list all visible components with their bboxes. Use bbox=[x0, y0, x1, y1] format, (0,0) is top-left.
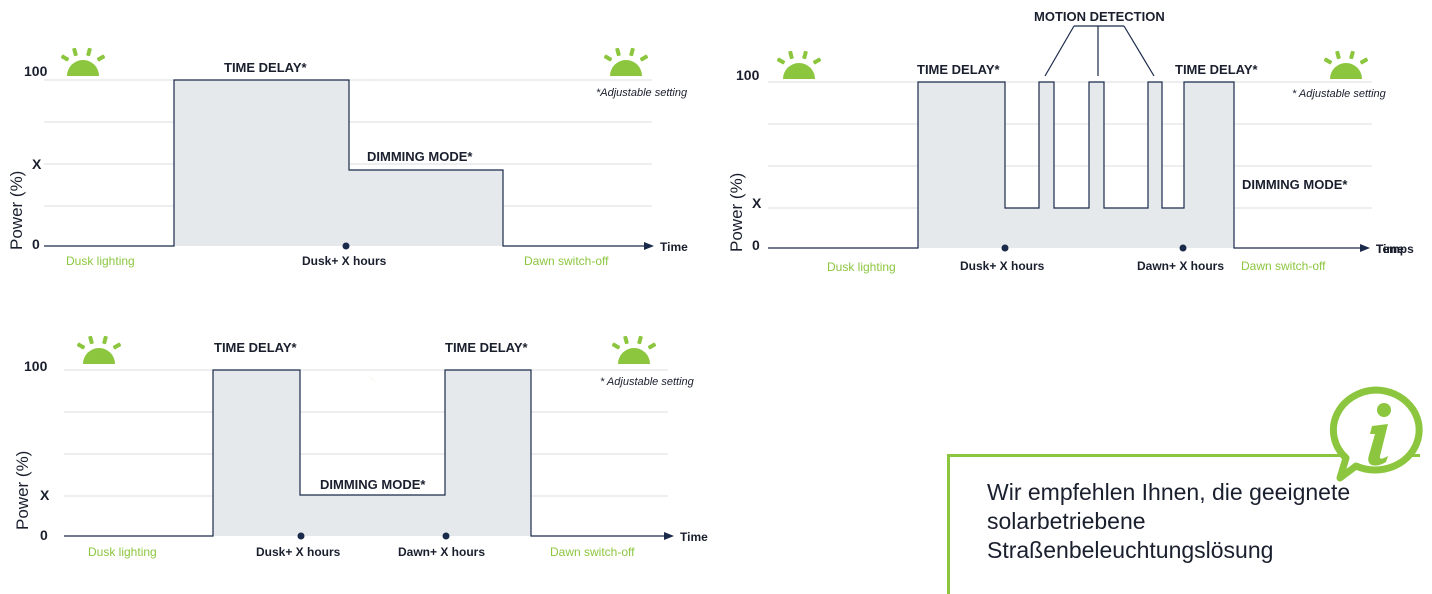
y-tick-0: 0 bbox=[32, 236, 40, 252]
x-axis-arrow bbox=[1360, 244, 1370, 252]
x-marker-dot bbox=[297, 532, 305, 540]
y-tick-0: 0 bbox=[40, 527, 48, 543]
annotation-time-delay: TIME DELAY* bbox=[445, 340, 529, 355]
x-marker-label: Dawn+ X hours bbox=[398, 545, 485, 559]
y-tick-100: 100 bbox=[24, 63, 48, 79]
x-axis-label: Time bbox=[660, 240, 688, 254]
sun-icon bbox=[60, 47, 106, 76]
dusk-lighting-label: Dusk lighting bbox=[88, 545, 157, 559]
annotation-time-delay: TIME DELAY* bbox=[917, 62, 1001, 77]
x-marker-label: Dusk+ X hours bbox=[256, 545, 341, 559]
y-tick-x: X bbox=[752, 195, 762, 211]
x-axis-label: Temps bbox=[1376, 242, 1414, 256]
sun-icon bbox=[1323, 50, 1369, 79]
x-marker-label: Dusk+ X hours bbox=[960, 259, 1045, 273]
x-axis-arrow bbox=[644, 242, 654, 250]
annotation-time-delay: TIME DELAY* bbox=[1175, 62, 1259, 77]
annotation-time-delay: TIME DELAY* bbox=[214, 340, 298, 355]
dawn-switch-off-label: Dawn switch-off bbox=[550, 545, 635, 559]
adjustable-note: *Adjustable setting bbox=[596, 87, 688, 99]
info-speech-bubble-icon bbox=[1329, 386, 1423, 482]
annotation-time-delay: TIME DELAY* bbox=[224, 60, 308, 75]
y-axis-label: Power (%) bbox=[7, 171, 26, 250]
info-box bbox=[947, 454, 1420, 594]
y-tick-100: 100 bbox=[736, 67, 760, 83]
sun-icon bbox=[776, 50, 822, 79]
chart-2: 100 X 0 Power (%) MOTION DETECTION TIME … bbox=[727, 9, 1414, 274]
power-profile bbox=[64, 370, 531, 536]
power-profile bbox=[44, 80, 503, 246]
power-profile-line bbox=[44, 79, 644, 247]
x-marker-dot bbox=[342, 242, 350, 250]
sun-icon bbox=[611, 335, 657, 364]
moon-icon bbox=[374, 52, 405, 98]
y-tick-100: 100 bbox=[24, 358, 48, 374]
power-profile-line bbox=[768, 81, 1360, 249]
x-axis-label: Time bbox=[680, 530, 708, 544]
sun-icon bbox=[76, 335, 122, 364]
adjustable-note: * Adjustable setting bbox=[1292, 88, 1387, 100]
y-tick-0: 0 bbox=[752, 237, 760, 253]
motion-detection-bracket bbox=[1044, 25, 1155, 77]
chart-3: 100 X 0 Power (%) TIME DELAY* TIME DELAY… bbox=[13, 335, 708, 559]
x-marker-dot bbox=[1001, 244, 1009, 252]
power-profile-line bbox=[64, 369, 664, 537]
annotation-dimming-mode: DIMMING MODE* bbox=[320, 477, 426, 492]
power-profile bbox=[768, 82, 1234, 248]
annotation-motion-detection: MOTION DETECTION bbox=[1034, 9, 1165, 24]
x-marker-dot bbox=[1179, 244, 1187, 252]
y-tick-x: X bbox=[40, 487, 50, 503]
annotation-dimming-mode: DIMMING MODE* bbox=[1242, 177, 1348, 192]
y-axis-label: Power (%) bbox=[13, 451, 32, 530]
dawn-switch-off-label: Dawn switch-off bbox=[524, 254, 609, 268]
x-axis-label-overlap: Time bbox=[1376, 242, 1404, 256]
x-axis-arrow bbox=[664, 532, 674, 540]
moon-icon bbox=[364, 340, 396, 386]
dusk-lighting-label: Dusk lighting bbox=[66, 254, 135, 268]
x-marker-label: Dusk+ X hours bbox=[302, 254, 387, 268]
info-text: Wir empfehlen Ihnen, die geeignete solar… bbox=[987, 479, 1351, 563]
chart-1: 100 X 0 Power (%) TIME DELAY* DIMMING MO… bbox=[7, 47, 688, 268]
sun-icon bbox=[603, 47, 649, 76]
y-tick-x: X bbox=[32, 156, 42, 172]
dawn-switch-off-label: Dawn switch-off bbox=[1241, 259, 1326, 273]
x-marker-dot bbox=[442, 532, 450, 540]
dusk-lighting-label: Dusk lighting bbox=[827, 260, 896, 274]
x-marker-label: Dawn+ X hours bbox=[1137, 259, 1224, 273]
annotation-dimming-mode: DIMMING MODE* bbox=[367, 149, 473, 164]
adjustable-note: * Adjustable setting bbox=[600, 376, 695, 388]
y-axis-label: Power (%) bbox=[727, 173, 746, 252]
